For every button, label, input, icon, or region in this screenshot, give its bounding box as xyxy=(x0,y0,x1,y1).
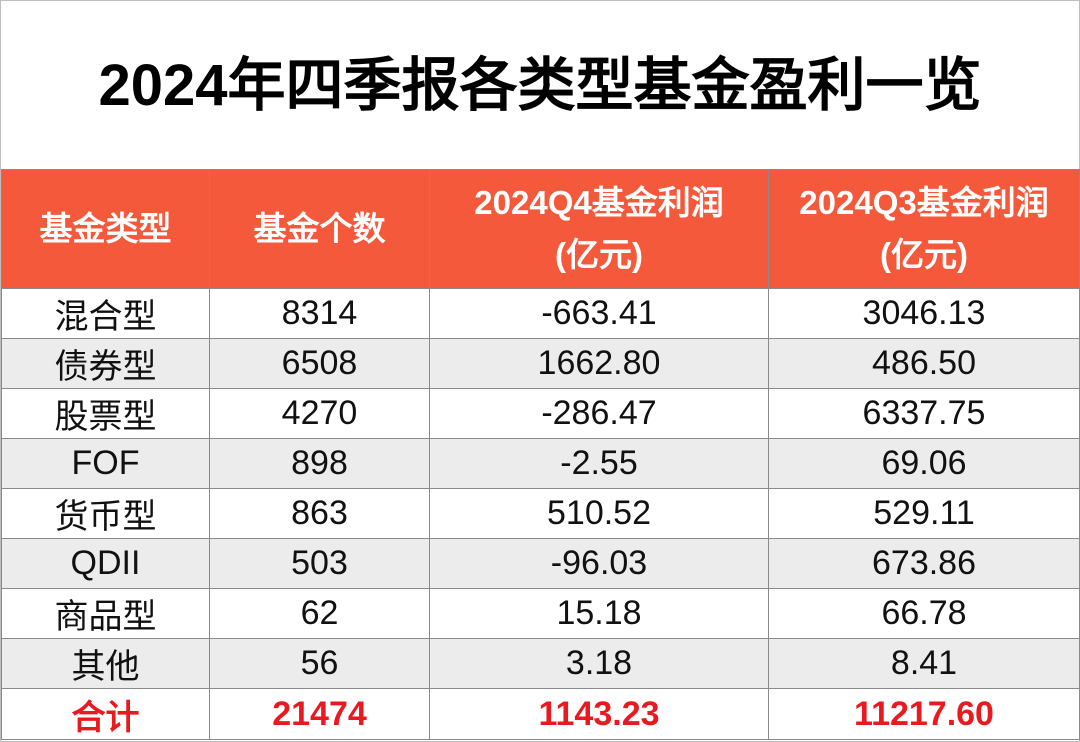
table-row: QDII 503 -96.03 673.86 xyxy=(1,538,1080,589)
table-cell: -663.41 xyxy=(429,288,769,339)
table-cell: 503 xyxy=(209,538,430,589)
table-cell: 62 xyxy=(209,588,430,639)
table-cell: 898 xyxy=(209,438,430,489)
table-cell: 其他 xyxy=(1,638,210,689)
table-row: 债券型 6508 1662.80 486.50 xyxy=(1,338,1080,389)
table-cell: 6508 xyxy=(209,338,430,389)
header-row: 基金类型 基金个数 2024Q4基金利润 (亿元) 2024Q3基金利润 (亿元) xyxy=(1,169,1080,289)
table-cell: 3.18 xyxy=(429,638,769,689)
column-header: 2024Q3基金利润 (亿元) xyxy=(768,169,1080,289)
table-row: 混合型 8314 -663.41 3046.13 xyxy=(1,288,1080,339)
table-cell: QDII xyxy=(1,538,210,589)
total-cell: 1143.23 xyxy=(429,688,769,740)
table-footer: 合计 21474 1143.23 11217.60 xyxy=(1,688,1080,740)
table-cell: 货币型 xyxy=(1,488,210,539)
table-cell: 529.11 xyxy=(768,488,1080,539)
table-row: 货币型 863 510.52 529.11 xyxy=(1,488,1080,539)
column-header: 2024Q4基金利润 (亿元) xyxy=(429,169,769,289)
table-header: 基金类型 基金个数 2024Q4基金利润 (亿元) 2024Q3基金利润 (亿元) xyxy=(1,169,1080,289)
table-row: 商品型 62 15.18 66.78 xyxy=(1,588,1080,639)
table-cell: 3046.13 xyxy=(768,288,1080,339)
table-row: 股票型 4270 -286.47 6337.75 xyxy=(1,388,1080,439)
table-cell: 商品型 xyxy=(1,588,210,639)
table-cell: 863 xyxy=(209,488,430,539)
table-body: 混合型 8314 -663.41 3046.13 债券型 6508 1662.80 486.5… xyxy=(1,288,1080,689)
table-cell: 69.06 xyxy=(768,438,1080,489)
total-cell: 11217.60 xyxy=(768,688,1080,740)
table-cell: 4270 xyxy=(209,388,430,439)
total-cell: 21474 xyxy=(209,688,430,740)
table-cell: 股票型 xyxy=(1,388,210,439)
table-cell: 1662.80 xyxy=(429,338,769,389)
table-cell: -96.03 xyxy=(429,538,769,589)
table-cell: 8314 xyxy=(209,288,430,339)
column-header: 基金类型 xyxy=(1,169,210,289)
table-cell: -2.55 xyxy=(429,438,769,489)
column-header: 基金个数 xyxy=(209,169,430,289)
table-cell: 8.41 xyxy=(768,638,1080,689)
total-row: 合计 21474 1143.23 11217.60 xyxy=(1,688,1080,740)
table-cell: 486.50 xyxy=(768,338,1080,389)
table-cell: 66.78 xyxy=(768,588,1080,639)
table-cell: 510.52 xyxy=(429,488,769,539)
table-cell: 混合型 xyxy=(1,288,210,339)
table-cell: 56 xyxy=(209,638,430,689)
table-row: FOF 898 -2.55 69.06 xyxy=(1,438,1080,489)
table-cell: -286.47 xyxy=(429,388,769,439)
table-cell: 债券型 xyxy=(1,338,210,389)
title: 2024年四季报各类型基金盈利一览 xyxy=(98,53,982,118)
table-row: 其他 56 3.18 8.41 xyxy=(1,638,1080,689)
table-cell: 6337.75 xyxy=(768,388,1080,439)
table-cell: 673.86 xyxy=(768,538,1080,589)
table: 基金类型 基金个数 2024Q4基金利润 (亿元) 2024Q3基金利润 (亿元) 混… xyxy=(1,169,1080,740)
total-cell: 合计 xyxy=(1,688,210,740)
table-cell: FOF xyxy=(1,438,210,489)
table-cell: 15.18 xyxy=(429,588,769,639)
